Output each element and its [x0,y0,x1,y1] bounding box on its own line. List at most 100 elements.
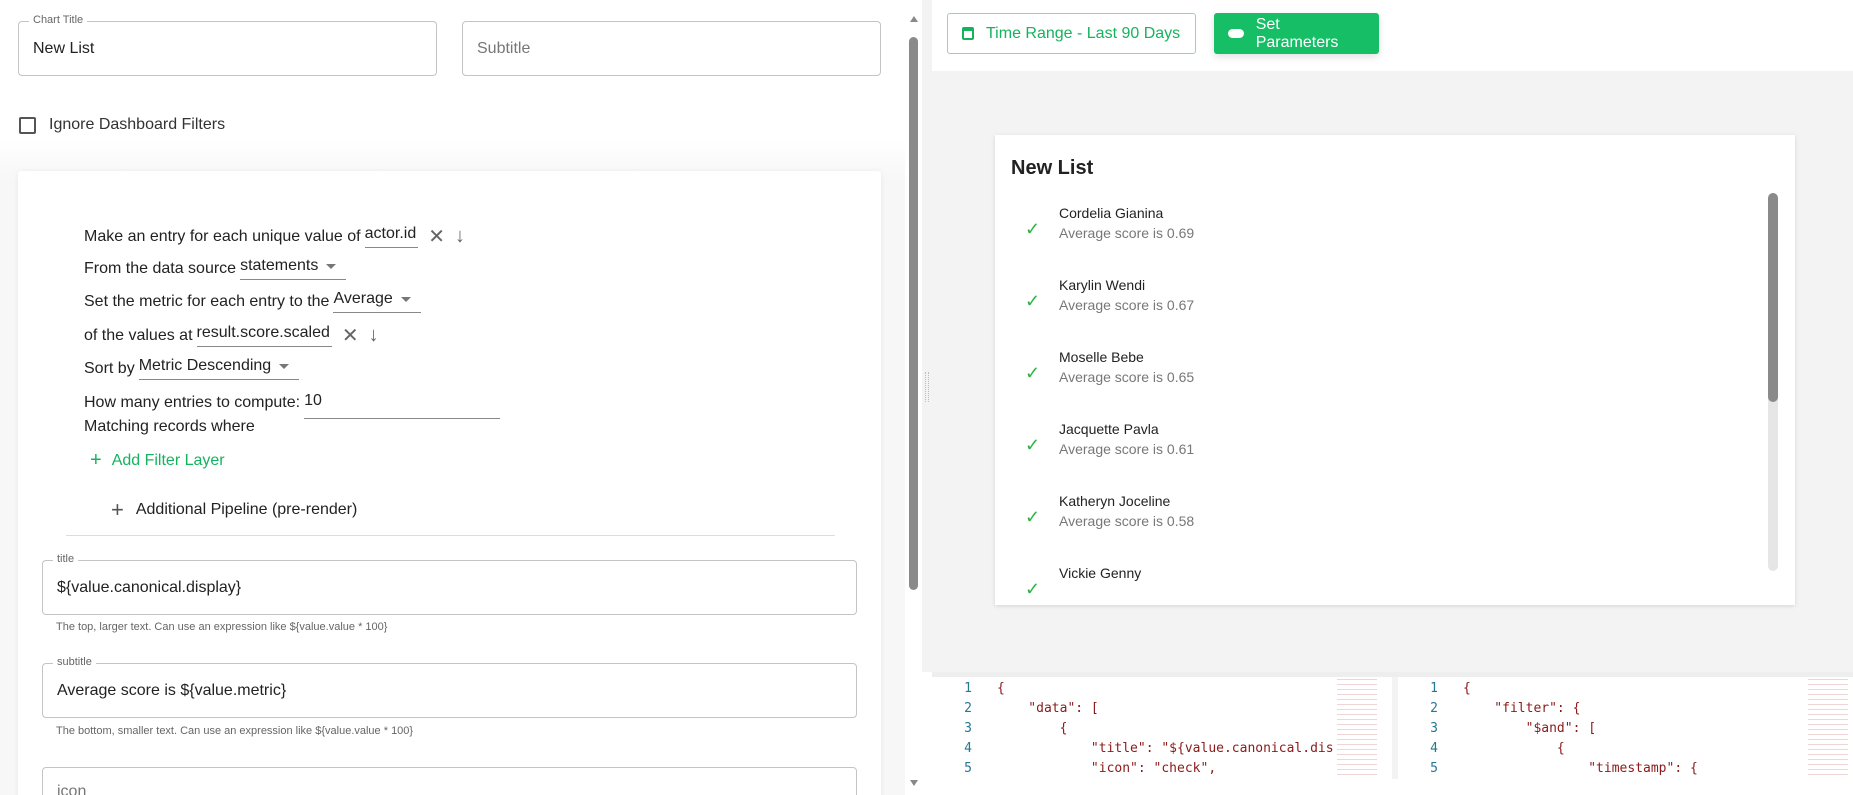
preview-toolbar: Time Range - Last 90 Days Set Parameters [932,0,1853,71]
count-prefix: How many entries to compute: [84,393,301,411]
code-text: "title": "${value.canonical.dis [997,741,1334,756]
entry-field-select[interactable]: actor.id [364,225,419,248]
list-item: ✓ Katheryn Joceline Average score is 0.58 [995,493,1735,553]
chart-title-value: New List [33,39,95,57]
check-icon: ✓ [1025,219,1041,239]
code-text: { [997,721,1068,736]
code-text: { [1463,741,1565,756]
code-text: { [997,681,1005,696]
check-icon: ✓ [1025,507,1041,527]
chart-editor-panel: Chart Title New List Subtitle Ignore Das… [0,0,922,795]
sort-select[interactable]: Metric Descending [138,357,300,380]
code-text: "$and": [ [1463,721,1597,736]
list-preview-card: New List ✓ Cordelia Gianina Average score … [995,135,1795,605]
caret-down-icon [400,296,411,302]
add-filter-label: Add Filter Layer [111,451,225,469]
source-value: statements [240,257,319,274]
calendar-icon [962,27,974,40]
code-line: 3 { [932,719,1332,739]
entry-prefix: Make an entry for each unique value of [84,227,361,245]
code-line: 2 "data": [ [932,699,1332,719]
code-line: 4 "title": "${value.canonical.dis [932,739,1334,759]
pipeline-label: Additional Pipeline (pre-render) [135,501,358,518]
count-value: 10 [304,392,322,409]
scroll-down-icon[interactable] [910,780,918,786]
panel-splitter[interactable] [922,0,932,672]
chart-title-input[interactable]: Chart Title New List [18,14,437,76]
item-title: Karylin Wendi [1059,277,1146,293]
item-subtitle: Average score is 0.69 [1059,225,1195,241]
title-field-label: title [53,553,79,565]
time-range-label: Time Range - Last 90 Days [986,24,1181,42]
set-parameters-button[interactable]: Set Parameters [1214,13,1379,54]
ignore-filters-label[interactable]: Ignore Dashboard Filters [49,116,226,133]
list-scrollbar[interactable] [1768,193,1778,571]
subtitle-field-label: subtitle [53,656,96,668]
line-number: 3 [1430,721,1438,736]
item-title: Cordelia Gianina [1059,205,1164,221]
code-line: 4 { [1398,739,1798,759]
arrow-down-icon[interactable]: ↓ [368,324,379,346]
close-icon[interactable]: ✕ [428,226,445,248]
check-icon: ✓ [1025,435,1041,455]
matching-label: Matching records where [84,418,255,435]
editor-splitter[interactable] [1392,677,1398,779]
data-json-editor[interactable]: 1 {2 "data": [3 {4 "title": "${value.cano… [932,677,1392,783]
count-input[interactable]: 10 [304,386,501,419]
json-editors: 1{2 "data": [3 {4 "title": "${value.cano… [932,672,1853,795]
entry-value: actor.id [364,225,417,242]
minimap[interactable] [1337,677,1377,779]
left-panel-scrollbar[interactable] [908,0,920,795]
ignore-filters-checkbox[interactable] [19,117,36,134]
icon-field-label: icon [57,783,87,795]
list-items: ✓ Cordelia Gianina Average score is 0.69 ✓ K… [995,197,1755,597]
subtitle-field-value: Average score is ${value.metric} [57,681,287,699]
scroll-up-icon[interactable] [910,16,918,22]
arrow-down-icon[interactable]: ↓ [454,225,465,247]
code-line: 1{ [1398,679,1798,699]
icon-input[interactable]: icon [42,767,857,795]
title-field-value: ${value.canonical.display} [57,578,242,596]
source-prefix: From the data source [84,259,237,277]
list-item: ✓ Jacquette Pavla Average score is 0.61 [995,421,1735,481]
values-prefix: of the values at [84,326,193,344]
code-text: "filter": { [1463,701,1581,716]
item-subtitle: Average score is 0.65 [1059,369,1195,385]
filter-json-editor[interactable]: 1{2 "filter": {3 "$and": [4 {5 "timestam… [1398,677,1853,783]
title-template-input[interactable]: title ${value.canonical.display} [42,553,857,615]
close-icon[interactable]: ✕ [341,325,359,347]
subtitle-input[interactable]: Subtitle [462,21,881,76]
code-text: "timestamp": { [1463,761,1698,776]
item-subtitle: Average score is 0.61 [1059,441,1195,457]
entry-row: Make an entry for each unique value of a… [84,224,465,249]
additional-pipeline-button[interactable]: + Additional Pipeline (pre-render) [111,497,357,523]
add-filter-layer-button[interactable]: + Add Filter Layer [90,449,225,472]
minimap[interactable] [1808,677,1848,779]
source-select[interactable]: statements [240,257,347,280]
line-number: 1 [1430,681,1438,696]
code-text: "icon": "check", [997,761,1217,776]
toggle-icon [1228,29,1244,38]
subtitle-placeholder: Subtitle [477,39,531,57]
list-item: ✓ Karylin Wendi Average score is 0.67 [995,277,1735,337]
values-field-select[interactable]: result.score.scaled [196,324,332,347]
line-number: 5 [964,761,972,776]
drag-handle-icon[interactable] [925,372,929,402]
list-scrollbar-thumb[interactable] [1768,193,1778,402]
metric-row: Set the metric for each entry to the Ave… [84,290,421,313]
sort-value: Metric Descending [138,357,272,374]
metric-select[interactable]: Average [333,290,421,313]
chart-title-label: Chart Title [29,14,88,26]
plus-icon: + [90,449,102,471]
scrollbar-thumb[interactable] [909,37,918,590]
code-text: { [1463,681,1471,696]
line-number: 1 [964,681,972,696]
time-range-button[interactable]: Time Range - Last 90 Days [947,13,1196,54]
list-item: ✓ Cordelia Gianina Average score is 0.69 [995,205,1735,265]
check-icon: ✓ [1025,579,1041,597]
code-line: 5 "icon": "check", [932,759,1332,779]
line-number: 2 [1430,701,1438,716]
divider [66,535,835,536]
code-line: 5 "timestamp": { [1398,759,1798,779]
subtitle-template-input[interactable]: subtitle Average score is ${value.metric… [42,656,857,718]
